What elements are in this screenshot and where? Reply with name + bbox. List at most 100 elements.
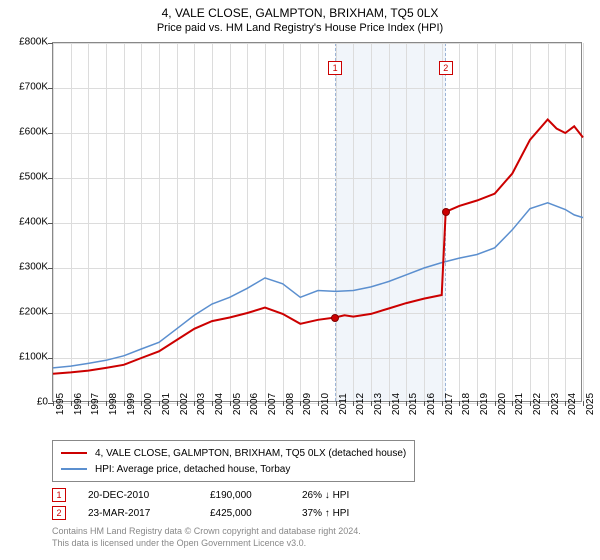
x-tick-label: 1995	[55, 393, 66, 415]
x-tick	[336, 401, 337, 406]
x-tick-label: 2004	[214, 393, 225, 415]
x-tick-label: 2014	[391, 393, 402, 415]
footer-line-1: Contains HM Land Registry data © Crown c…	[52, 526, 361, 538]
sale-price: £425,000	[210, 508, 280, 519]
y-tick-label: £200K	[4, 307, 48, 318]
x-tick	[477, 401, 478, 406]
y-tick-label: £300K	[4, 262, 48, 273]
sale-marker-label: 1	[328, 61, 342, 75]
x-tick	[283, 401, 284, 406]
y-tick-label: £500K	[4, 172, 48, 183]
x-tick-label: 2012	[355, 393, 366, 415]
y-tick-label: £100K	[4, 352, 48, 363]
sale-date: 23-MAR-2017	[88, 508, 188, 519]
y-tick-label: £700K	[4, 82, 48, 93]
sale-row-marker: 2	[52, 506, 66, 520]
x-tick-label: 2008	[285, 393, 296, 415]
x-tick-label: 2009	[302, 393, 313, 415]
x-tick-label: 2010	[320, 393, 331, 415]
sale-row-marker: 1	[52, 488, 66, 502]
x-tick-label: 2001	[161, 393, 172, 415]
series-line	[53, 120, 583, 374]
x-tick	[71, 401, 72, 406]
y-tick	[48, 313, 53, 314]
sale-date: 20-DEC-2010	[88, 490, 188, 501]
chart-title: 4, VALE CLOSE, GALMPTON, BRIXHAM, TQ5 0L…	[0, 0, 600, 20]
y-tick-label: £400K	[4, 217, 48, 228]
y-tick	[48, 88, 53, 89]
x-tick-label: 2018	[461, 393, 472, 415]
y-tick-label: £800K	[4, 37, 48, 48]
sale-marker-dot	[442, 208, 450, 216]
legend-row: HPI: Average price, detached house, Torb…	[61, 461, 406, 477]
sale-marker-dot	[331, 314, 339, 322]
x-tick-label: 2007	[267, 393, 278, 415]
x-tick-label: 2002	[179, 393, 190, 415]
x-tick-label: 2000	[143, 393, 154, 415]
x-tick	[318, 401, 319, 406]
x-tick-label: 2013	[373, 393, 384, 415]
sale-row: 2 23-MAR-2017 £425,000 37% ↑ HPI	[52, 504, 392, 522]
x-tick-label: 2003	[196, 393, 207, 415]
x-tick-label: 1996	[73, 393, 84, 415]
legend-row: 4, VALE CLOSE, GALMPTON, BRIXHAM, TQ5 0L…	[61, 445, 406, 461]
x-tick-label: 2005	[232, 393, 243, 415]
x-tick	[424, 401, 425, 406]
gridline-v	[583, 43, 584, 401]
y-tick	[48, 268, 53, 269]
y-tick-label: £600K	[4, 127, 48, 138]
x-tick-label: 2020	[497, 393, 508, 415]
x-tick	[583, 401, 584, 406]
x-tick	[159, 401, 160, 406]
x-tick	[442, 401, 443, 406]
sale-marker-label: 2	[439, 61, 453, 75]
x-tick	[265, 401, 266, 406]
sale-price: £190,000	[210, 490, 280, 501]
legend-swatch	[61, 468, 87, 470]
x-tick-label: 1999	[126, 393, 137, 415]
x-tick	[106, 401, 107, 406]
y-tick	[48, 358, 53, 359]
x-tick	[53, 401, 54, 406]
legend-label: 4, VALE CLOSE, GALMPTON, BRIXHAM, TQ5 0L…	[95, 448, 406, 459]
x-tick-label: 2016	[426, 393, 437, 415]
legend-box: 4, VALE CLOSE, GALMPTON, BRIXHAM, TQ5 0L…	[52, 440, 415, 482]
sale-row: 120-DEC-2010£190,00026% ↓ HPI	[52, 486, 392, 504]
x-tick	[530, 401, 531, 406]
x-tick-label: 2024	[567, 393, 578, 415]
x-tick-label: 2021	[514, 393, 525, 415]
sale-diff-vs-hpi: 37% ↑ HPI	[302, 508, 392, 519]
x-tick-label: 2025	[585, 393, 596, 415]
x-tick	[177, 401, 178, 406]
x-tick-label: 2019	[479, 393, 490, 415]
x-tick	[495, 401, 496, 406]
y-tick	[48, 43, 53, 44]
chart-subtitle: Price paid vs. HM Land Registry's House …	[0, 20, 600, 38]
sales-table: 120-DEC-2010£190,00026% ↓ HPI223-MAR-201…	[52, 486, 392, 522]
x-tick-label: 2022	[532, 393, 543, 415]
x-tick-label: 2011	[338, 393, 349, 415]
legend-label: HPI: Average price, detached house, Torb…	[95, 464, 290, 475]
y-tick	[48, 223, 53, 224]
plot-area: 12	[52, 42, 582, 402]
x-tick-label: 2006	[249, 393, 260, 415]
chart-container: 4, VALE CLOSE, GALMPTON, BRIXHAM, TQ5 0L…	[0, 0, 600, 560]
x-tick-label: 1997	[90, 393, 101, 415]
chart-svg	[53, 43, 581, 401]
y-tick	[48, 178, 53, 179]
footer-text: Contains HM Land Registry data © Crown c…	[52, 526, 361, 549]
footer-line-2: This data is licensed under the Open Gov…	[52, 538, 361, 550]
x-tick-label: 2015	[408, 393, 419, 415]
y-tick-label: £0	[4, 397, 48, 408]
x-tick	[124, 401, 125, 406]
x-tick	[389, 401, 390, 406]
x-tick	[212, 401, 213, 406]
x-tick	[548, 401, 549, 406]
x-tick-label: 2023	[550, 393, 561, 415]
x-tick	[230, 401, 231, 406]
series-line	[53, 203, 583, 368]
x-tick-label: 2017	[444, 393, 455, 415]
y-tick	[48, 133, 53, 134]
legend-swatch	[61, 452, 87, 454]
x-tick	[371, 401, 372, 406]
